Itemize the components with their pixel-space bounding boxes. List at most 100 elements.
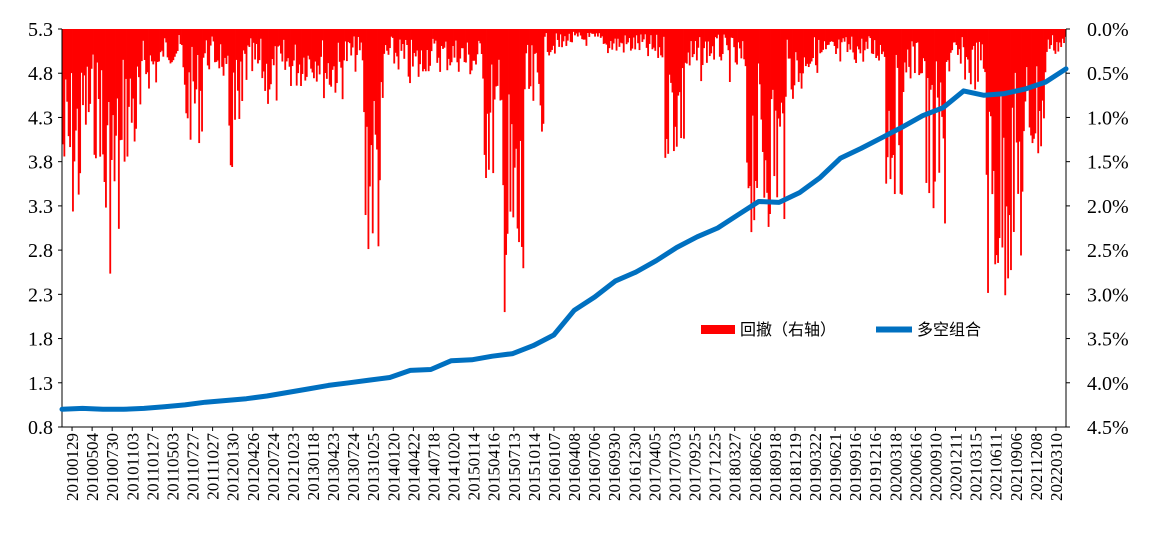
x-tick-label: 20100504 — [83, 432, 102, 501]
drawdown-bar — [783, 29, 786, 220]
drawdown-bar — [410, 29, 413, 40]
x-tick-label: 20180327 — [726, 433, 745, 502]
drawdown-bar — [94, 29, 97, 159]
drawdown-bar — [443, 29, 446, 48]
drawdown-bar — [341, 29, 344, 100]
drawdown-bar — [926, 29, 929, 79]
drawdown-bar — [954, 29, 956, 43]
drawdown-bar — [525, 29, 528, 54]
drawdown-bar — [698, 29, 701, 38]
drawdown-bar-group — [664, 29, 685, 158]
drawdown-bar — [1008, 29, 1011, 216]
drawdown-bar — [477, 29, 480, 41]
drawdown-bar — [271, 29, 274, 60]
drawdown-bar — [228, 29, 231, 126]
drawdown-bar — [427, 29, 430, 72]
drawdown-bar — [447, 29, 450, 59]
drawdown-bar — [166, 29, 169, 58]
drawdown-bar — [707, 29, 710, 42]
drawdown-bar — [779, 29, 781, 127]
drawdown-bar — [919, 29, 922, 74]
drawdown-bar — [202, 29, 205, 58]
drawdown-bar — [258, 29, 261, 61]
drawdown-bar-group — [905, 29, 926, 79]
drawdown-bar — [350, 29, 353, 56]
drawdown-bar — [429, 29, 432, 66]
drawdown-bar — [87, 29, 90, 113]
drawdown-bar — [906, 29, 909, 50]
drawdown-bar — [413, 29, 416, 53]
drawdown-bar — [883, 29, 886, 57]
right-tick-label: 2.5% — [1087, 240, 1129, 262]
drawdown-bar — [585, 29, 588, 46]
drawdown-bar — [982, 29, 985, 69]
drawdown-bar — [291, 29, 294, 67]
drawdown-bar — [652, 29, 655, 48]
x-axis-ticks: 20100129 20100504 20100730 20101103 20110127… — [63, 427, 1066, 501]
drawdown-bar — [106, 29, 109, 126]
drawdown-bar — [661, 29, 664, 58]
drawdown-bar — [959, 29, 962, 64]
drawdown-bar — [1000, 29, 1002, 96]
drawdown-bar — [561, 29, 563, 48]
drawdown-bar — [475, 29, 477, 65]
drawdown-bar — [949, 29, 952, 53]
drawdown-bar — [628, 29, 631, 39]
drawdown-bar — [978, 29, 981, 42]
drawdown-bar — [807, 29, 810, 68]
drawdown-bar — [343, 29, 345, 61]
drawdown-bar — [155, 29, 158, 83]
drawdown-bar-group — [282, 29, 304, 86]
drawdown-bar — [516, 29, 519, 229]
x-tick-label: 20170703 — [665, 433, 684, 501]
x-tick-label: 20160107 — [545, 433, 564, 502]
drawdown-bar — [596, 29, 599, 37]
drawdown-bar-group — [644, 29, 665, 58]
drawdown-bar — [83, 29, 86, 76]
drawdown-bar — [179, 29, 182, 45]
drawdown-bar — [1028, 29, 1031, 128]
x-tick-label: 20151014 — [525, 433, 544, 502]
drawdown-bar — [512, 29, 515, 218]
drawdown-bar — [1044, 29, 1047, 73]
drawdown-bar — [472, 29, 475, 61]
drawdown-bar — [724, 29, 727, 38]
x-tick-label: 20220310 — [1047, 433, 1066, 501]
drawdown-bar — [259, 29, 262, 39]
drawdown-bar — [456, 29, 459, 63]
drawdown-bar — [869, 29, 872, 39]
drawdown-bar — [282, 29, 285, 40]
drawdown-bar — [317, 29, 320, 66]
drawdown-bar — [444, 29, 447, 42]
drawdown-bar — [234, 29, 236, 120]
drawdown-bar — [549, 29, 552, 53]
drawdown-bar — [109, 29, 112, 274]
drawdown-bar — [361, 29, 364, 61]
drawdown-bar — [726, 29, 728, 46]
drawdown-bar — [244, 29, 246, 54]
drawdown-bar — [994, 29, 997, 265]
drawdown-bar — [495, 29, 497, 87]
drawdown-bar — [688, 29, 691, 66]
x-tick-label: 20110127 — [143, 433, 162, 501]
drawdown-bar — [574, 29, 576, 36]
drawdown-bar — [1060, 29, 1063, 48]
x-tick-label: 20140718 — [425, 433, 444, 501]
drawdown-bar — [952, 29, 955, 43]
drawdown-bar — [815, 29, 817, 66]
drawdown-bar — [941, 29, 944, 117]
drawdown-bar — [846, 29, 849, 53]
drawdown-bar — [902, 29, 905, 93]
drawdown-bar — [275, 29, 278, 101]
drawdown-bar — [493, 29, 496, 100]
drawdown-bar — [417, 29, 420, 77]
drawdown-bar — [870, 29, 873, 54]
x-tick-label: 20200318 — [886, 433, 905, 501]
drawdown-bar-group — [443, 29, 464, 72]
drawdown-bar — [1025, 29, 1028, 68]
drawdown-bar — [433, 29, 436, 44]
drawdown-bar — [351, 29, 354, 48]
drawdown-bar — [70, 29, 73, 74]
drawdown-bar — [837, 29, 840, 40]
drawdown-bar — [936, 29, 939, 98]
